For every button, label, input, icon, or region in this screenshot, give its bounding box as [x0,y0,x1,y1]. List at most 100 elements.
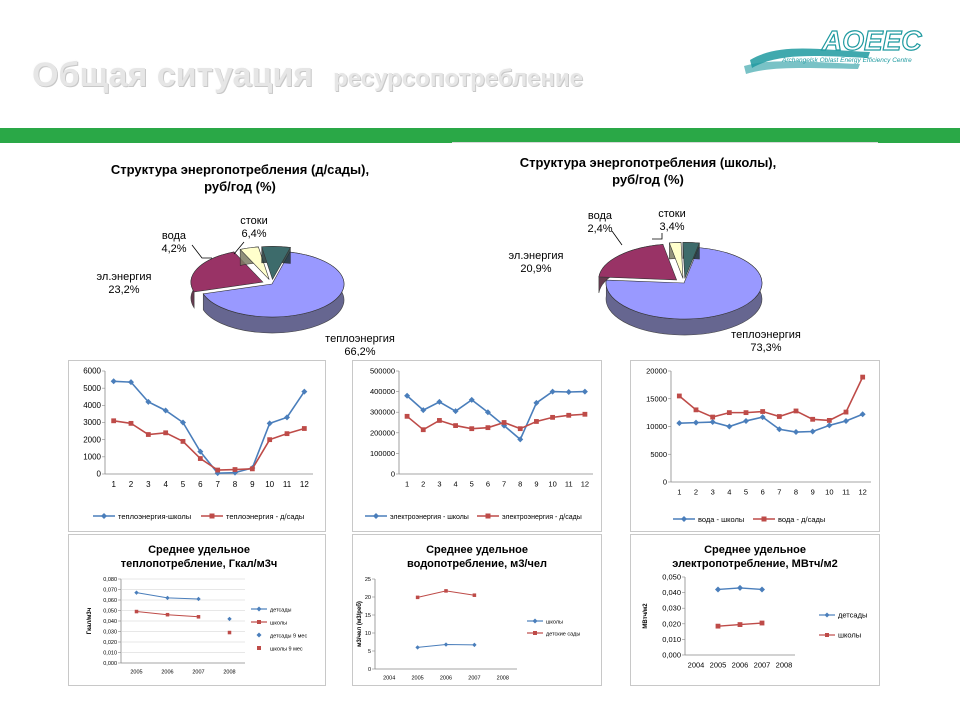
legend-label: школы [546,620,563,626]
x-tick-label: 2007 [192,670,204,676]
legend-label: детсады 9 мес [270,634,307,640]
y-tick-label: 25 [365,577,371,583]
data-point [227,616,232,622]
x-tick-label: 2 [694,488,698,497]
data-point [301,388,308,395]
data-point [404,392,411,399]
data-point [165,595,170,601]
pie-slice-0 [605,247,763,336]
water-monthly-panel: 0 5000 10000 15000 20000 1 2 3 4 5 6 7 8 9 10 11 12 вода … [630,360,880,532]
data-point [267,437,273,443]
y-tick-label: 0,060 [103,598,117,604]
series-line-1 [113,419,305,471]
data-point [443,642,449,647]
legend-marker [209,513,215,519]
pie-label-value: 2,4% [587,223,612,235]
data-point [581,388,588,395]
data-point [163,430,169,436]
x-tick-label: 2006 [732,661,749,670]
y-tick-label: 0,000 [662,651,681,660]
x-tick-label: 7 [502,480,506,489]
data-point [759,620,765,626]
pie-label-name: теплоэнергия [731,329,801,341]
data-point [843,417,849,424]
data-point [760,409,766,414]
y-axis-label: Гкал/м3ч [87,607,93,634]
data-point [404,413,410,419]
heat-monthly-panel: 0 1000 2000 3000 4000 5000 6000 1 2 3 4 5 6 7 8 9 10 11 12… [68,360,326,532]
pie-label-name: эл.энергия [509,250,564,262]
data-point [710,414,716,420]
series-line-1 [406,413,585,431]
legend-label: школы [838,631,861,640]
data-point [134,609,139,614]
data-point [452,408,459,415]
x-tick-label: 10 [265,480,274,489]
water-specific-panel: Среднее удельное водопотребление, м3/чел м… [352,534,602,686]
electricity-monthly-panel: 0 100000 200000 300000 400000 500000 1 2 3 4 5 6 7 8 9… [352,360,602,532]
y-tick-label: 100000 [370,449,395,458]
y-tick-label: 3000 [83,418,101,427]
x-tick-label: 2006 [161,670,173,676]
legend-marker [532,618,538,624]
x-tick-label: 8 [233,480,238,489]
y-axis-label: МВтч/м2 [643,603,649,629]
data-point [197,456,203,461]
data-point [484,409,491,416]
x-tick-label: 6 [761,488,765,497]
pie-slice-2 [239,246,270,280]
data-point [180,419,186,426]
pie-slice-3 [261,246,291,281]
data-point [860,374,866,380]
legend-marker [101,513,107,519]
pie-kindergartens-panel: Структура энергопотребления (д/сады), руб… [62,150,402,358]
data-point [180,438,186,444]
data-point [436,398,443,405]
data-point [110,378,117,385]
water-specific-chart: Среднее удельное водопотребление, м3/чел м… [356,544,580,682]
data-point [743,410,749,416]
x-tick-label: 2 [129,480,134,489]
data-point [776,426,783,433]
x-tick-label: 3 [437,480,441,489]
data-point [534,419,539,424]
x-tick-label: 2008 [497,676,509,682]
x-tick-label: 4 [163,480,168,489]
x-tick-label: 2004 [383,676,395,682]
pie-title-line1: Структура энергопотребления (школы), [520,155,777,170]
series-line-0 [406,390,585,441]
data-point [266,420,273,427]
x-tick-label: 1 [677,488,681,497]
data-point [472,642,477,648]
y-tick-label: 0,000 [103,661,117,667]
data-point [501,420,507,425]
data-point [517,426,523,432]
legend-label: электроэнергия - школы [390,514,469,521]
data-point [759,414,766,421]
x-tick-label: 2004 [688,661,705,670]
y-tick-label: 15 [365,613,371,619]
legend-marker [761,516,767,522]
x-tick-label: 8 [518,480,522,489]
y-tick-label: 300000 [370,408,395,417]
data-point [793,408,799,414]
x-tick-label: 7 [215,480,220,489]
legend-label: детсады [838,611,867,620]
data-point [759,586,765,593]
data-point [284,431,290,437]
pie-label-name: стоки [658,208,686,220]
legend-label: электроэнергия - д/сады [502,514,582,521]
pie-schools-panel: Структура энергопотребления (школы), руб/… [452,142,878,359]
x-tick-label: 8 [794,488,798,497]
x-tick-label: 6 [198,480,203,489]
logo-text: AOEEC [821,25,922,56]
series-line-0 [113,380,305,474]
data-point [232,467,238,472]
x-tick-label: 4 [727,488,731,497]
pie-slice-2 [668,242,684,279]
y-tick-label: 0 [368,667,371,673]
y-tick-label: 0,030 [662,604,681,613]
data-point [227,630,232,635]
data-point [517,436,524,443]
